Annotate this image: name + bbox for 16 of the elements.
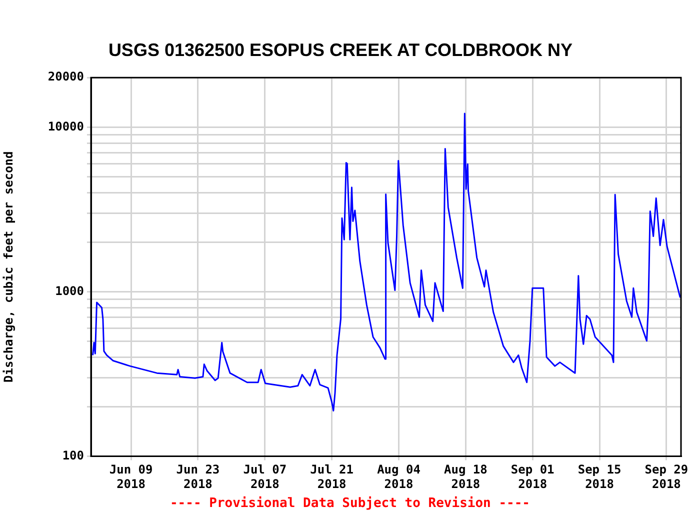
x-tick-label: Sep 01 2018 [510,462,554,491]
x-tick-label: Jul 21 2018 [310,462,354,491]
y-tick-label: 100 [62,448,84,462]
y-tick-label: 1000 [55,284,84,298]
x-tick-label: Aug 18 2018 [444,462,488,491]
y-axis-title: Discharge, cubic feet per second [1,151,16,382]
x-tick-label: Jun 09 2018 [109,462,153,491]
x-tick-label: Aug 04 2018 [377,462,420,491]
text: ---- Provisional Data Subject to Revision ---- [168,496,532,511]
y-tick-label: 10000 [48,119,84,134]
x-tick-label: Sep 15 2018 [578,462,622,491]
y-tick-label: 20000 [48,70,84,84]
x-tick-label: Sep 29 2018 [644,462,688,491]
chart-title: USGS 01362500 ESOPUS CREEK AT COLDBROOK NY [108,40,573,60]
x-tick-label: Jul 07 2018 [243,462,287,491]
x-tick-label: Jun 23 2018 [176,462,220,491]
